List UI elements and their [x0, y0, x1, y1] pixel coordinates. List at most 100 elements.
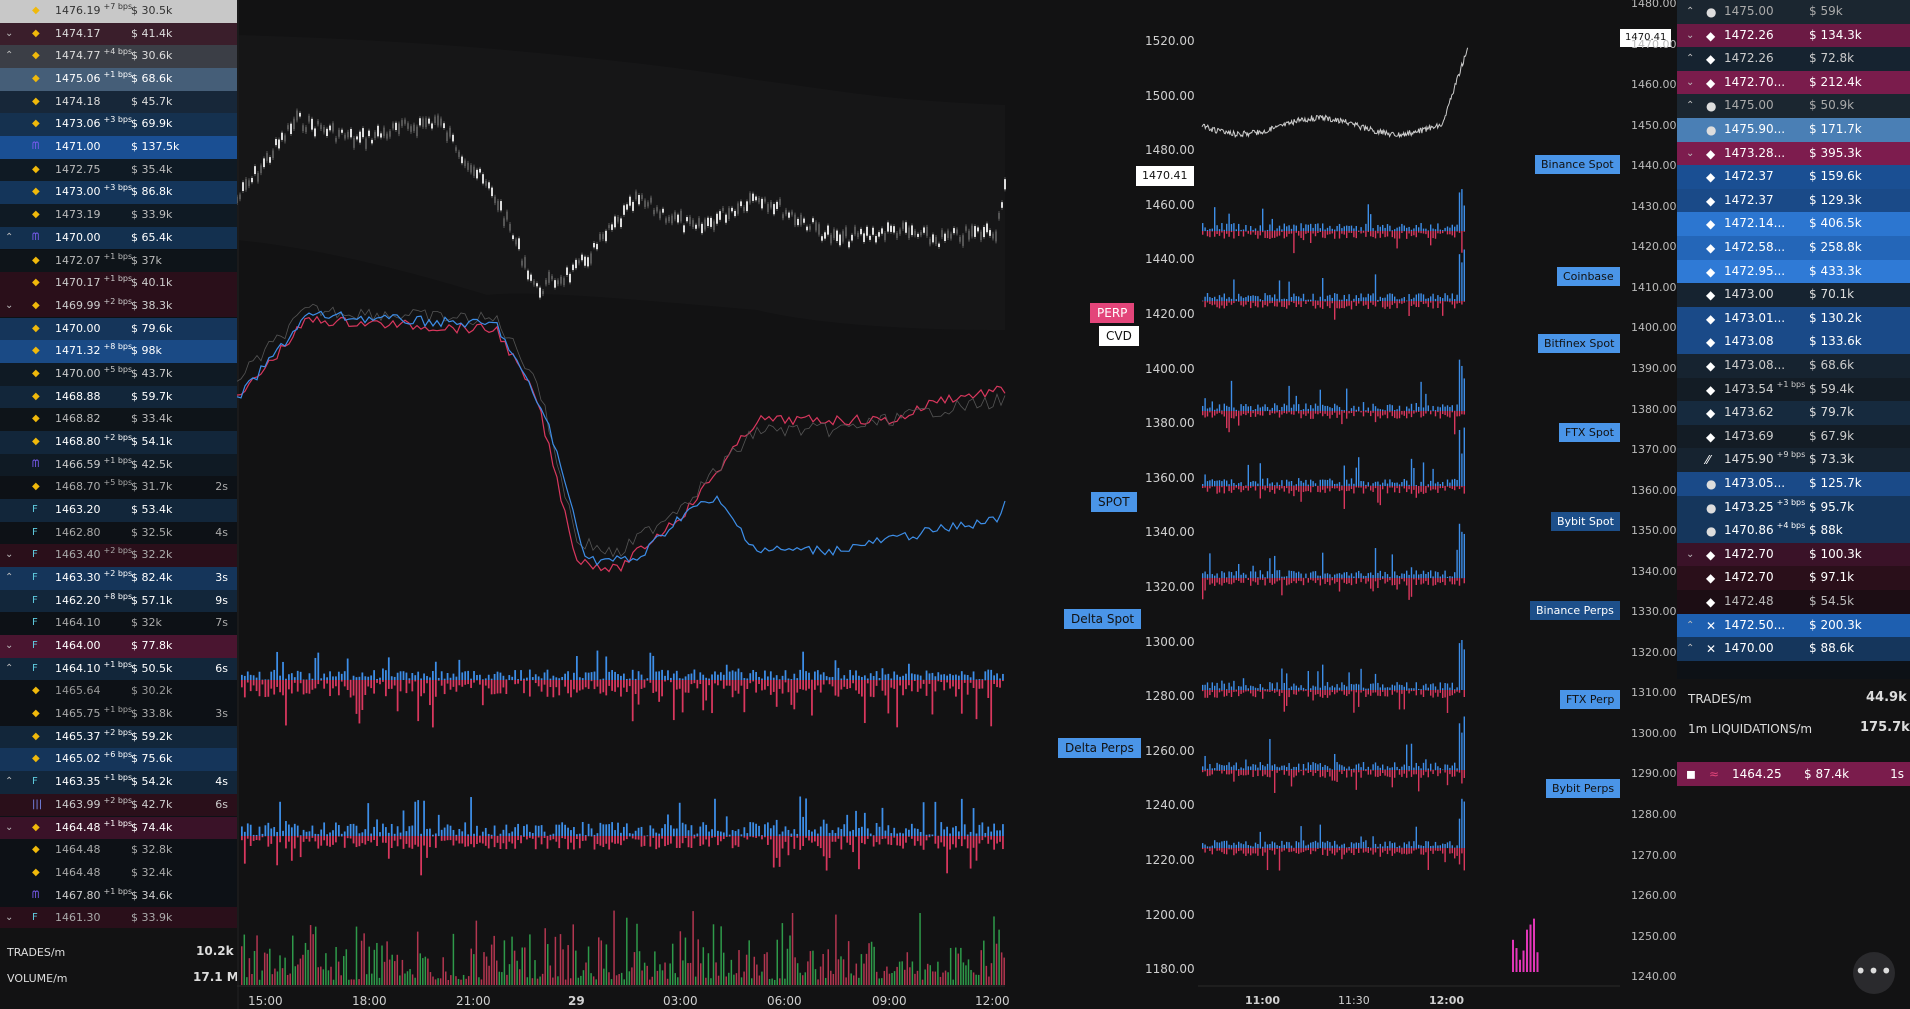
exchange-delta-bar	[1242, 406, 1245, 411]
exchange-breakdown-svg[interactable]	[1136, 0, 1620, 1009]
exchange-delta-bar	[1415, 762, 1417, 770]
exchange-delta-bar	[1216, 231, 1218, 234]
exchange-delta-bar	[1360, 767, 1362, 770]
trade-row: ◆ 1468.88 $ 59.7k	[0, 385, 237, 409]
delta-perps-bar	[599, 822, 602, 836]
delta-perps-bar	[999, 830, 1001, 836]
exchange-delta-bar	[1343, 226, 1345, 231]
delta-perps-bar	[852, 836, 854, 853]
delta-perps-bar	[552, 833, 555, 836]
delta-spot-bar	[528, 669, 531, 680]
exchange-delta-bar	[1233, 486, 1235, 490]
exchange-delta-bar	[1326, 770, 1329, 772]
delta-spot-bar	[285, 678, 287, 680]
binance-icon: ◆	[32, 730, 40, 742]
exchange-delta-bar	[1425, 486, 1427, 493]
exchange-delta-bar	[1216, 301, 1218, 308]
exchange-delta-bar	[1434, 486, 1437, 490]
exchange-delta-bar	[1430, 411, 1432, 415]
exchange-delta-bar	[1427, 770, 1429, 778]
delta-perps-bar	[540, 825, 543, 836]
chevron-icon: ⌃	[5, 231, 14, 243]
exchange-breakdown-pane[interactable]	[1136, 0, 1620, 1009]
exchange-delta-bar	[1312, 770, 1314, 776]
binance-icon: ◆	[32, 435, 40, 447]
delta-spot-bar	[343, 671, 346, 680]
exchange-delta-bar	[1353, 228, 1355, 231]
exchange-delta-bar	[1295, 766, 1297, 770]
delta-spot-bar	[443, 680, 446, 695]
volume-bar	[715, 962, 717, 985]
exchange-delta-bar	[1394, 482, 1396, 486]
candle	[242, 182, 244, 192]
exchange-delta-bar	[1226, 765, 1228, 770]
delta-spot-bar	[543, 680, 546, 685]
exchange-delta-bar	[1310, 301, 1312, 302]
exchange-delta-bar	[1226, 577, 1228, 578]
exchange-delta-bar	[1218, 578, 1221, 585]
delta-perps-bar	[866, 836, 869, 839]
exchange-delta-bar	[1456, 690, 1458, 692]
trade-row: F 1463.20 $ 53.4k	[0, 499, 237, 522]
exchange-delta-bar	[1223, 578, 1225, 583]
exchange-delta-bar	[1413, 688, 1415, 690]
main-axis-tick: 1240.00	[1145, 798, 1195, 813]
exchange-delta-bar	[1422, 407, 1425, 411]
delta-spot-bar	[946, 680, 948, 683]
exchange-delta-bar	[1326, 766, 1329, 770]
delta-perps-bar	[514, 827, 517, 836]
main-chart-pane[interactable]	[237, 0, 1136, 1009]
mid-current-price-tag: 1470.41	[1620, 29, 1672, 47]
exchange-delta-bar	[1437, 766, 1439, 770]
exchange-delta-bar	[1329, 848, 1331, 851]
bitfinex-icon: ◆	[1706, 406, 1716, 421]
exchange-delta-bar	[1269, 682, 1271, 690]
main-axis-tick: 1420.00	[1145, 307, 1195, 321]
candle	[479, 168, 481, 173]
bitfinex-icon: ◆	[1706, 75, 1716, 90]
exchange-delta-bar	[1283, 844, 1285, 848]
delta-perps-tag: Delta Perps	[1058, 738, 1141, 758]
delta-spot-bar	[814, 680, 816, 690]
candle	[770, 202, 772, 208]
exchange-delta-bar	[1281, 406, 1283, 411]
trade-usd: $ 86.8k	[131, 185, 173, 199]
exchange-delta-bar	[1410, 690, 1413, 692]
volume-bar	[455, 976, 457, 985]
exchange-delta-bar	[1245, 403, 1247, 411]
exchange-delta-bar	[1216, 682, 1218, 690]
volume-bar	[636, 923, 638, 985]
chevron-icon: ⌄	[5, 912, 14, 924]
exchange-delta-bar	[1247, 464, 1249, 486]
exchange-delta-bar	[1218, 480, 1221, 486]
volume-bar	[952, 979, 954, 985]
exchange-delta-bar	[1377, 299, 1379, 301]
more-menu-button[interactable]: •••	[1853, 952, 1895, 994]
exchange-delta-bar	[1434, 690, 1437, 693]
candle	[761, 198, 763, 209]
exchange-delta-bar	[1463, 249, 1465, 301]
exchange-delta-bar	[1274, 485, 1276, 486]
delta-perps-bar	[393, 836, 396, 841]
exchange-delta-bar	[1305, 479, 1307, 486]
exchange-delta-bar	[1398, 486, 1401, 494]
exchange-delta-bar	[1427, 405, 1429, 411]
volume-bar	[585, 962, 587, 985]
exchange-delta-bar	[1281, 576, 1283, 578]
candle	[674, 212, 676, 220]
delta-spot-bar	[772, 677, 775, 680]
exchange-delta-bar	[1430, 410, 1432, 411]
trade-price: 1463.40 +2 bps	[55, 546, 133, 562]
trade-usd: $ 59.2k	[131, 729, 173, 743]
exchange-delta-bar	[1350, 768, 1353, 770]
main-chart-svg[interactable]	[237, 0, 1136, 1009]
delta-spot-bar	[717, 674, 719, 680]
delta-perps-bar	[717, 836, 719, 846]
volume-per-minute-label: VOLUME/m	[7, 972, 68, 985]
exchange-delta-bar	[1379, 770, 1381, 776]
volume-bar	[376, 942, 378, 985]
exchange-delta-bar	[1264, 301, 1266, 305]
delta-spot-bar	[243, 680, 246, 698]
volume-bar	[452, 933, 455, 985]
delta-perps-bar	[429, 836, 431, 848]
